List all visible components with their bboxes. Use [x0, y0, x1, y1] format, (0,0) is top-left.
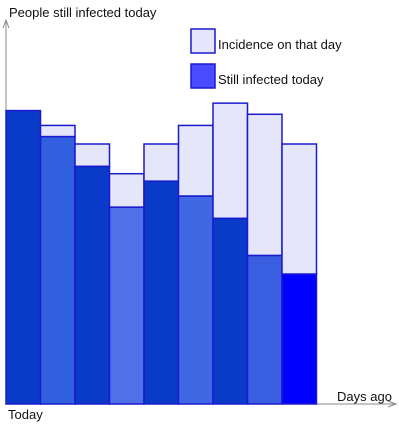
bar-still-infected-1: [39, 135, 76, 405]
x-origin-label: Today: [8, 407, 43, 422]
bar-incidence-3: [108, 172, 145, 208]
legend-label-still-infected: Still infected today: [218, 72, 324, 87]
x-axis-label: Days ago: [337, 389, 392, 404]
bar-incidence-6: [212, 102, 249, 220]
x-axis-arrow: [387, 400, 398, 408]
legend-swatch-still-infected: [190, 63, 216, 89]
bar-still-infected-7: [246, 254, 283, 405]
bar-still-infected-3: [108, 206, 145, 405]
bar-still-infected-2: [74, 165, 111, 405]
bar-incidence-7: [246, 113, 283, 257]
bar-incidence-5: [177, 124, 214, 197]
bar-incidence-1: [39, 124, 76, 138]
bar-still-infected-5: [177, 195, 214, 405]
bar-incidence-8: [281, 143, 318, 275]
bar-still-infected-4: [143, 180, 180, 405]
bar-incidence-4: [143, 143, 180, 182]
legend-swatch-incidence: [190, 28, 216, 54]
bar-still-infected-6: [212, 217, 249, 405]
bars: [5, 102, 318, 405]
bar-still-infected-0: [5, 109, 42, 405]
y-axis-arrow: [2, 18, 10, 29]
legend-label-incidence: Incidence on that day: [218, 37, 342, 52]
bar-incidence-2: [74, 143, 111, 168]
bar-still-infected-8: [281, 273, 318, 405]
legend: Incidence on that day Still infected tod…: [190, 28, 342, 89]
y-axis-label: People still infected today: [9, 5, 157, 20]
